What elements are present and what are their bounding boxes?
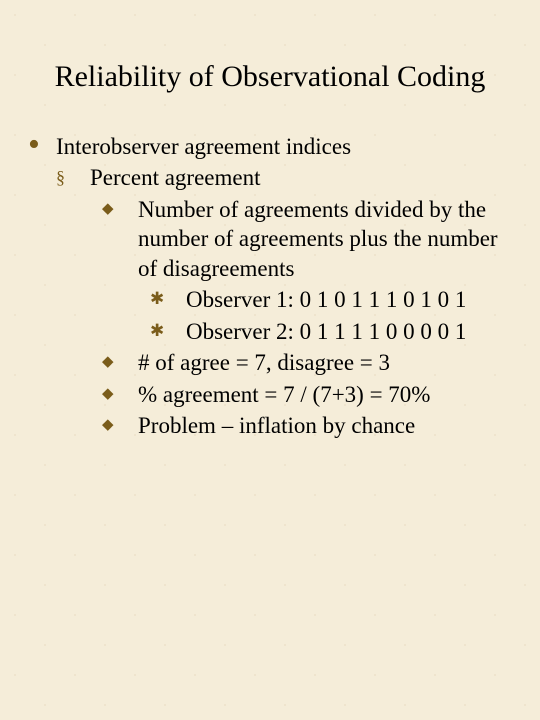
list-item-lvl2: § Percent agreement ◆ Number of agreemen… — [56, 163, 512, 440]
lvl4-text-1: Observer 1: 0 1 0 1 1 1 0 1 0 1 — [186, 285, 512, 314]
lvl2-content: Percent agreement ◆ Number of agreements… — [90, 163, 512, 440]
lvl3-text-3: % agreement = 7 / (7+3) = 70% — [138, 380, 512, 409]
lvl1-content: Interobserver agreement indices § Percen… — [56, 132, 512, 440]
diamond-bullet-icon: ◆ — [102, 200, 138, 219]
lvl3-text-1: Number of agreements divided by the numb… — [138, 197, 498, 281]
lvl2-text: Percent agreement — [90, 165, 261, 190]
square-bullet-icon: § — [56, 166, 90, 189]
list-item-lvl4: ✱ Observer 2: 0 1 1 1 1 0 0 0 0 1 — [150, 317, 512, 346]
lvl1-text: Interobserver agreement indices — [56, 134, 351, 159]
list-item-lvl1: • Interobserver agreement indices § Perc… — [28, 132, 512, 440]
list-item-lvl3: ◆ # of agree = 7, disagree = 3 — [102, 348, 512, 377]
slide: Reliability of Observational Coding • In… — [0, 0, 540, 440]
diamond-bullet-icon: ◆ — [102, 385, 138, 404]
asterisk-bullet-icon: ✱ — [150, 288, 186, 310]
list-item-lvl3: ◆ Problem – inflation by chance — [102, 411, 512, 440]
asterisk-bullet-icon: ✱ — [150, 320, 186, 342]
lvl3-text-4: Problem – inflation by chance — [138, 411, 512, 440]
slide-title: Reliability of Observational Coding — [28, 60, 512, 94]
lvl3-content: Number of agreements divided by the numb… — [138, 195, 512, 346]
list-item-lvl3: ◆ % agreement = 7 / (7+3) = 70% — [102, 380, 512, 409]
diamond-bullet-icon: ◆ — [102, 353, 138, 372]
lvl3-text-2: # of agree = 7, disagree = 3 — [138, 348, 512, 377]
lvl4-text-2: Observer 2: 0 1 1 1 1 0 0 0 0 1 — [186, 317, 512, 346]
list-item-lvl4: ✱ Observer 1: 0 1 0 1 1 1 0 1 0 1 — [150, 285, 512, 314]
diamond-bullet-icon: ◆ — [102, 416, 138, 435]
list-item-lvl3: ◆ Number of agreements divided by the nu… — [102, 195, 512, 346]
dot-bullet-icon: • — [28, 136, 56, 154]
